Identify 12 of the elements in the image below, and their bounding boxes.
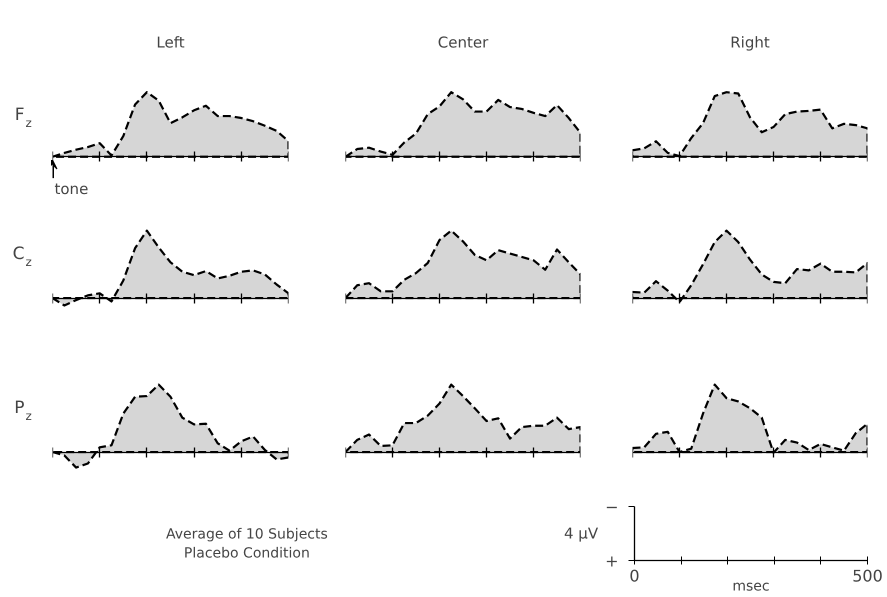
chart-title: Left: [156, 34, 185, 52]
text: tone: [54, 180, 88, 198]
text: +: [605, 552, 618, 570]
chart-title: Right: [730, 34, 770, 52]
chart-title: Center: [438, 34, 490, 52]
text: 0: [629, 566, 640, 586]
text: Average of 10 Subjects: [166, 526, 328, 543]
text: 500: [852, 566, 883, 586]
text: Placebo Condition: [184, 545, 310, 562]
text: −: [605, 498, 618, 516]
text: msec: [732, 578, 770, 594]
text: 4 μV: [564, 524, 599, 542]
